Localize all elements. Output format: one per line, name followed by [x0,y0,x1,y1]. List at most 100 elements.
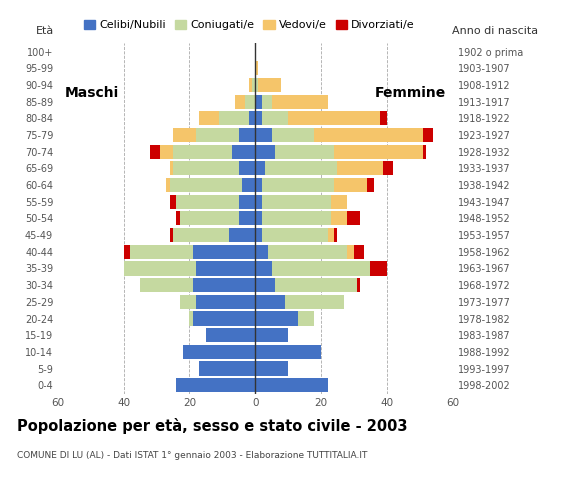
Bar [269,245,347,259]
Bar [196,295,255,309]
Bar [334,228,338,242]
Bar [328,228,334,242]
Bar [262,178,334,192]
Bar [239,161,255,175]
Bar [271,95,328,108]
Bar [255,295,285,309]
Bar [255,161,265,175]
Bar [370,262,387,276]
Text: Anno di nascita: Anno di nascita [452,26,538,36]
Bar [173,161,239,175]
Bar [255,345,321,359]
Bar [180,295,196,309]
Bar [288,111,380,125]
Legend: Celibi/Nubili, Coniugati/e, Vedovi/e, Divorziati/e: Celibi/Nubili, Coniugati/e, Vedovi/e, Di… [79,15,419,35]
Bar [170,194,176,209]
Bar [255,262,271,276]
Bar [249,78,252,92]
Bar [255,361,288,376]
Bar [275,144,334,159]
Bar [193,245,255,259]
Text: COMUNE DI LU (AL) - Dati ISTAT 1° gennaio 2003 - Elaborazione TUTTITALIA.IT: COMUNE DI LU (AL) - Dati ISTAT 1° gennai… [17,451,368,460]
Bar [200,111,219,125]
Bar [239,194,255,209]
Bar [170,228,173,242]
Bar [130,245,193,259]
Bar [347,211,360,226]
Bar [124,245,130,259]
Bar [285,295,344,309]
Bar [334,144,423,159]
Bar [150,144,160,159]
Bar [271,128,314,142]
Bar [367,178,374,192]
Bar [245,95,255,108]
Bar [232,144,255,159]
Bar [255,378,328,392]
Text: Maschi: Maschi [64,86,119,100]
Bar [170,178,242,192]
Bar [193,278,255,292]
Bar [235,95,245,108]
Bar [242,178,255,192]
Bar [255,211,262,226]
Bar [271,262,370,276]
Bar [190,312,193,325]
Bar [383,161,393,175]
Bar [249,111,255,125]
Bar [255,245,269,259]
Bar [331,211,347,226]
Bar [180,211,239,226]
Bar [262,194,331,209]
Bar [173,128,196,142]
Bar [255,228,262,242]
Bar [423,144,426,159]
Bar [338,161,383,175]
Bar [298,312,314,325]
Bar [354,245,364,259]
Bar [255,111,262,125]
Bar [255,312,298,325]
Bar [124,262,196,276]
Bar [196,128,239,142]
Bar [255,61,259,75]
Bar [193,312,255,325]
Bar [219,111,249,125]
Text: Popolazione per età, sesso e stato civile - 2003: Popolazione per età, sesso e stato civil… [17,418,408,433]
Bar [252,78,255,92]
Bar [140,278,193,292]
Bar [255,194,262,209]
Text: Età: Età [36,26,54,36]
Bar [275,278,357,292]
Bar [255,144,275,159]
Bar [314,128,423,142]
Text: Femmine: Femmine [375,86,446,100]
Bar [262,111,288,125]
Bar [239,211,255,226]
Bar [347,245,354,259]
Bar [262,211,331,226]
Bar [160,144,173,159]
Bar [255,95,262,108]
Bar [255,128,271,142]
Bar [255,178,262,192]
Bar [265,161,338,175]
Bar [176,194,239,209]
Bar [423,128,433,142]
Bar [200,361,255,376]
Bar [183,345,255,359]
Bar [229,228,255,242]
Bar [166,178,170,192]
Bar [255,328,288,342]
Bar [259,78,281,92]
Bar [255,78,259,92]
Bar [176,378,255,392]
Bar [262,95,271,108]
Bar [255,278,275,292]
Bar [173,228,229,242]
Bar [170,161,173,175]
Bar [380,111,387,125]
Bar [196,262,255,276]
Bar [176,211,180,226]
Bar [334,178,367,192]
